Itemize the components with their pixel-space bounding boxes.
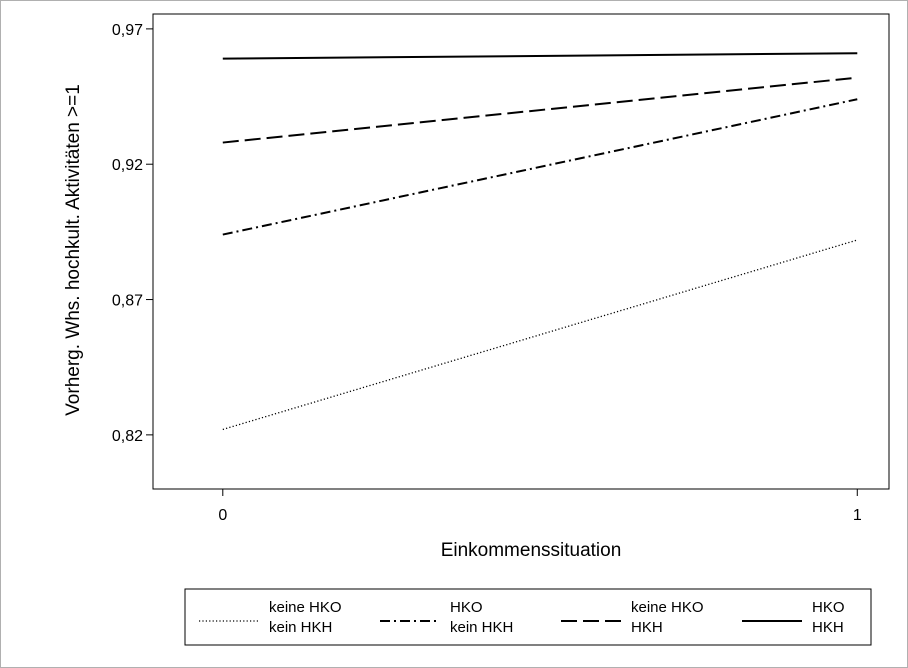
y-tick-label: 0,82 (112, 428, 143, 445)
legend: keine HKO kein HKH HKO kein HKH keine HKO HKH… (199, 599, 845, 636)
series-line-3 (222, 76, 858, 144)
legend-label-line1: keine HKO (631, 599, 704, 616)
legend-label-line1: HKO (450, 599, 483, 616)
y-tick-label: 0,92 (112, 157, 143, 174)
series-line-2 (222, 98, 858, 236)
y-tick-label: 0,87 (112, 293, 143, 310)
legend-label-line2: HKH (631, 619, 663, 636)
series-line-1 (222, 239, 858, 431)
legend-label-line1: HKO (812, 599, 845, 616)
plot-area (152, 13, 890, 490)
series-lines (222, 52, 858, 431)
legend-label-line1: keine HKO (269, 599, 342, 616)
y-tick-label: 0,97 (112, 22, 143, 39)
x-tick-label: 1 (853, 507, 862, 524)
legend-label-line2: kein HKH (450, 619, 513, 636)
legend-label-line2: kein HKH (269, 619, 332, 636)
axis-ticks: 0,82 0,87 0,92 0,97 0 1 (112, 22, 862, 524)
legend-box (184, 588, 872, 646)
x-axis-label: Einkommenssituation (441, 540, 622, 561)
series-line-4 (222, 52, 858, 60)
x-tick-label: 0 (218, 507, 227, 524)
y-axis-label: Vorherg. Whs. hochkult. Aktivitäten >=1 (63, 84, 84, 416)
legend-label-line2: HKH (812, 619, 844, 636)
